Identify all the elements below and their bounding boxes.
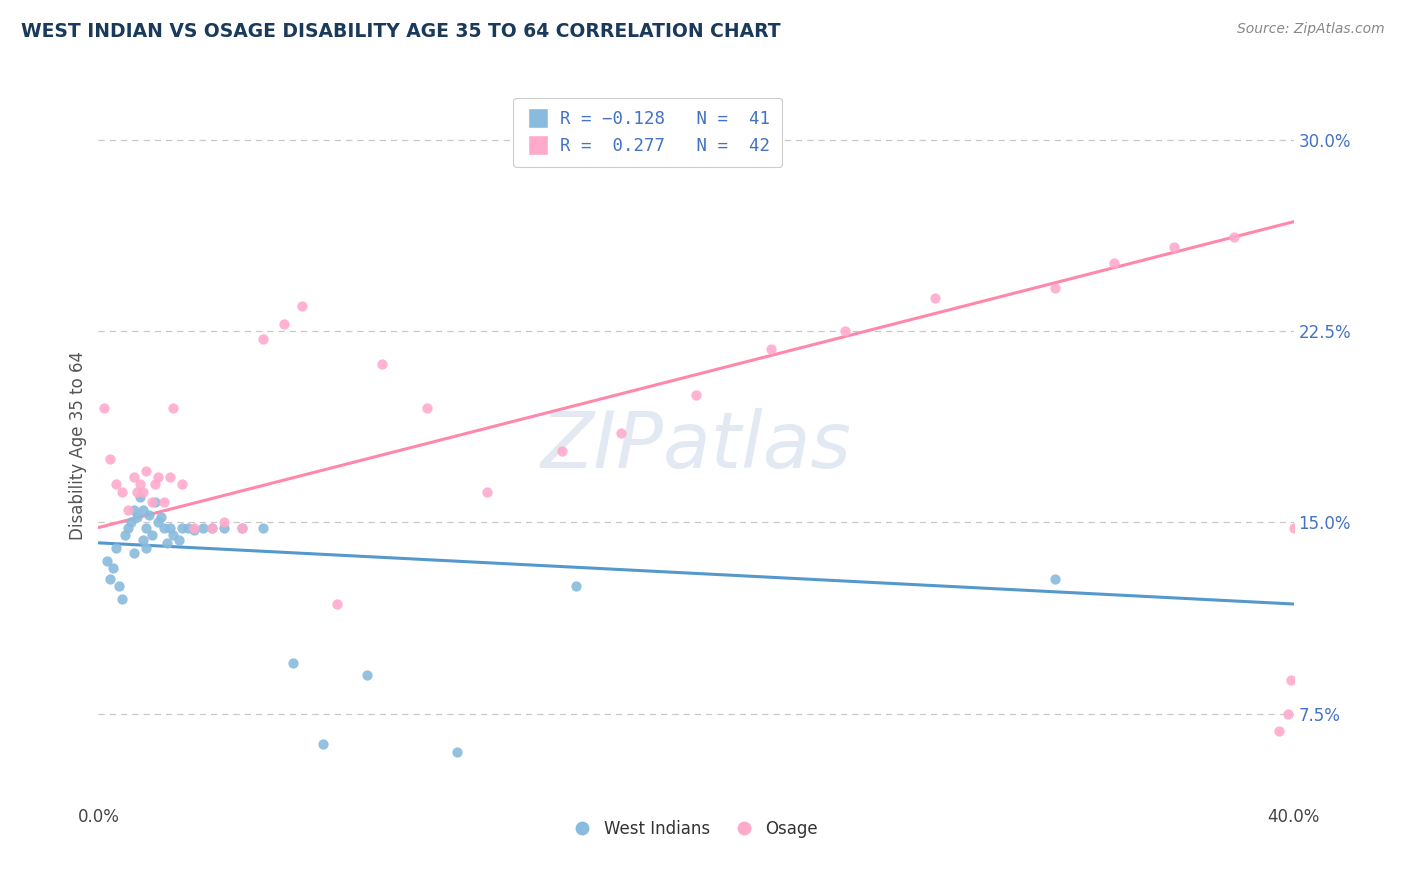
Point bbox=[117, 520, 139, 534]
Point bbox=[117, 502, 139, 516]
Point bbox=[610, 426, 633, 441]
Point bbox=[129, 477, 152, 491]
Point bbox=[108, 579, 131, 593]
Point bbox=[1104, 255, 1126, 269]
Point bbox=[183, 520, 205, 534]
Point bbox=[759, 342, 782, 356]
Point bbox=[132, 484, 155, 499]
Point bbox=[212, 516, 235, 530]
Point bbox=[1223, 230, 1246, 244]
Point bbox=[172, 520, 194, 534]
Y-axis label: Disability Age 35 to 64: Disability Age 35 to 64 bbox=[69, 351, 87, 541]
Point bbox=[172, 477, 194, 491]
Point bbox=[111, 591, 134, 606]
Point bbox=[138, 508, 160, 522]
Point bbox=[212, 520, 235, 534]
Point bbox=[120, 516, 142, 530]
Point bbox=[252, 520, 274, 534]
Point bbox=[153, 520, 176, 534]
Point bbox=[183, 523, 205, 537]
Point bbox=[231, 520, 253, 534]
Point bbox=[356, 668, 378, 682]
Point bbox=[143, 477, 166, 491]
Point bbox=[1043, 572, 1066, 586]
Point bbox=[159, 469, 181, 483]
Point bbox=[143, 495, 166, 509]
Point bbox=[124, 469, 146, 483]
Point bbox=[834, 324, 856, 338]
Point bbox=[162, 528, 184, 542]
Point bbox=[132, 533, 155, 548]
Legend: West Indians, Osage: West Indians, Osage bbox=[568, 814, 824, 845]
Point bbox=[135, 541, 157, 555]
Point bbox=[135, 520, 157, 534]
Point bbox=[132, 502, 155, 516]
Point bbox=[127, 510, 149, 524]
Point bbox=[124, 546, 146, 560]
Point bbox=[162, 401, 184, 415]
Point bbox=[98, 572, 122, 586]
Point bbox=[124, 502, 146, 516]
Point bbox=[105, 541, 128, 555]
Point bbox=[685, 388, 707, 402]
Point bbox=[105, 477, 128, 491]
Point bbox=[565, 579, 588, 593]
Point bbox=[127, 484, 149, 499]
Point bbox=[201, 520, 224, 534]
Point bbox=[924, 291, 946, 305]
Point bbox=[1282, 520, 1305, 534]
Point bbox=[446, 745, 468, 759]
Point bbox=[475, 484, 498, 499]
Point bbox=[177, 520, 200, 534]
Point bbox=[148, 516, 170, 530]
Point bbox=[156, 536, 179, 550]
Point bbox=[416, 401, 439, 415]
Point bbox=[153, 495, 176, 509]
Point bbox=[371, 358, 394, 372]
Point bbox=[326, 597, 349, 611]
Point bbox=[135, 465, 157, 479]
Point bbox=[1163, 240, 1185, 254]
Point bbox=[1279, 673, 1302, 688]
Point bbox=[93, 401, 115, 415]
Point bbox=[96, 554, 118, 568]
Text: ZIPatlas: ZIPatlas bbox=[540, 408, 852, 484]
Point bbox=[252, 332, 274, 346]
Point bbox=[201, 520, 224, 534]
Text: Source: ZipAtlas.com: Source: ZipAtlas.com bbox=[1237, 22, 1385, 37]
Point bbox=[291, 299, 314, 313]
Point bbox=[1043, 281, 1066, 295]
Point bbox=[281, 656, 304, 670]
Point bbox=[114, 528, 136, 542]
Point bbox=[129, 490, 152, 504]
Point bbox=[141, 528, 163, 542]
Point bbox=[191, 520, 214, 534]
Point bbox=[111, 484, 134, 499]
Point bbox=[167, 533, 190, 548]
Point bbox=[1277, 706, 1299, 721]
Point bbox=[148, 469, 170, 483]
Point bbox=[103, 561, 125, 575]
Text: WEST INDIAN VS OSAGE DISABILITY AGE 35 TO 64 CORRELATION CHART: WEST INDIAN VS OSAGE DISABILITY AGE 35 T… bbox=[21, 22, 780, 41]
Point bbox=[273, 317, 295, 331]
Point bbox=[141, 495, 163, 509]
Point bbox=[150, 510, 173, 524]
Point bbox=[550, 444, 572, 458]
Point bbox=[311, 737, 333, 751]
Point bbox=[159, 520, 181, 534]
Point bbox=[98, 451, 122, 466]
Point bbox=[231, 520, 253, 534]
Point bbox=[1267, 724, 1289, 739]
